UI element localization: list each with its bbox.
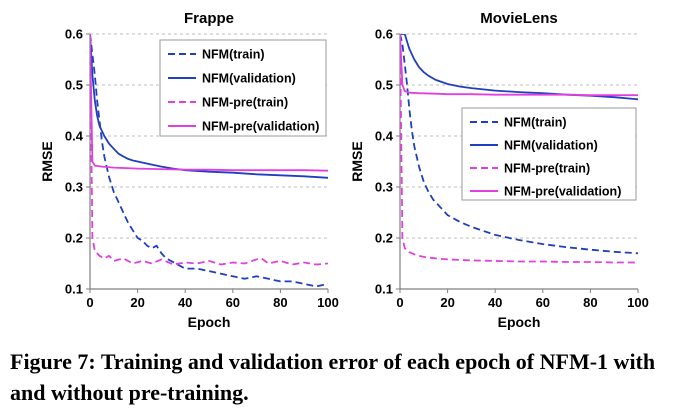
series-line-nfm-train (400, 34, 638, 255)
y-tick-label: 0.2 (375, 231, 393, 246)
legend: NFM(train) NFM(validation) NFM-pre(train) N… (461, 107, 637, 201)
x-tick-label: 40 (488, 295, 502, 310)
legend-entry: NFM-pre(train) (504, 162, 590, 176)
x-axis-label: Epoch (188, 314, 231, 330)
legend-entry: NFM(validation) (202, 72, 296, 86)
series-line-nfm-validation (400, 34, 638, 101)
x-axis-label: Epoch (498, 314, 541, 330)
figure: 0.1 0.2 0.3 0.4 0.5 0.6 0 20 40 60 80 100 Frappe Epoc… (39, 10, 649, 330)
y-tick-label: 0.6 (375, 27, 393, 42)
legend: NFM(train) NFM(validation) NFM-pre(train) N… (159, 39, 327, 137)
x-tick-label: 0 (396, 295, 403, 310)
x-tick-label: 60 (536, 295, 550, 310)
legend-entry: NFM-pre(train) (202, 96, 288, 110)
series-line-nfm-pre-validation (90, 34, 328, 172)
y-tick-label: 0.6 (65, 27, 83, 42)
series-line-nfm-pre-train (400, 34, 638, 264)
x-tick-label: 80 (273, 295, 287, 310)
series-line-nfm-pre-validation (400, 34, 638, 97)
chart-movielens: 0.1 0.2 0.3 0.4 0.5 0.6 0 20 40 60 80 100 MovieLens E… (349, 10, 649, 330)
x-tick-label: 100 (627, 295, 649, 310)
legend-entry: NFM(train) (504, 116, 567, 130)
series-line-nfm-train (90, 34, 328, 288)
y-tick-label: 0.1 (65, 282, 83, 297)
legend-entry: NFM-pre(validation) (504, 185, 621, 199)
series-line-nfm-validation (90, 34, 328, 179)
x-tick-label: 40 (178, 295, 192, 310)
figure-caption: Figure 7: Training and validation error … (10, 349, 656, 405)
y-tick-label: 0.3 (65, 180, 83, 195)
x-tick-label: 0 (86, 295, 93, 310)
x-tick-label: 20 (440, 295, 454, 310)
chart-title: Frappe (184, 10, 234, 27)
y-tick-label: 0.2 (65, 231, 83, 246)
legend-box (159, 39, 327, 137)
x-tick-label: 80 (583, 295, 597, 310)
y-tick-label: 0.1 (375, 282, 393, 297)
y-tick-label: 0.4 (375, 129, 394, 144)
chart-title: MovieLens (480, 10, 558, 27)
y-tick-label: 0.3 (375, 180, 393, 195)
y-tick-label: 0.5 (65, 78, 83, 93)
x-tick-label: 100 (317, 295, 339, 310)
y-axis-label: RMSE (349, 141, 365, 181)
y-tick-label: 0.5 (375, 78, 393, 93)
legend-entry: NFM(train) (202, 48, 265, 62)
series-line-nfm-pre-train (90, 34, 328, 266)
legend-entry: NFM(validation) (504, 139, 598, 153)
y-axis-label: RMSE (39, 141, 55, 181)
legend-entry: NFM-pre(validation) (202, 120, 319, 134)
legend-box (461, 107, 637, 201)
x-tick-label: 60 (226, 295, 240, 310)
x-tick-label: 20 (130, 295, 144, 310)
y-tick-label: 0.4 (65, 129, 84, 144)
chart-frappe: 0.1 0.2 0.3 0.4 0.5 0.6 0 20 40 60 80 100 Frappe Epoc… (39, 10, 339, 330)
